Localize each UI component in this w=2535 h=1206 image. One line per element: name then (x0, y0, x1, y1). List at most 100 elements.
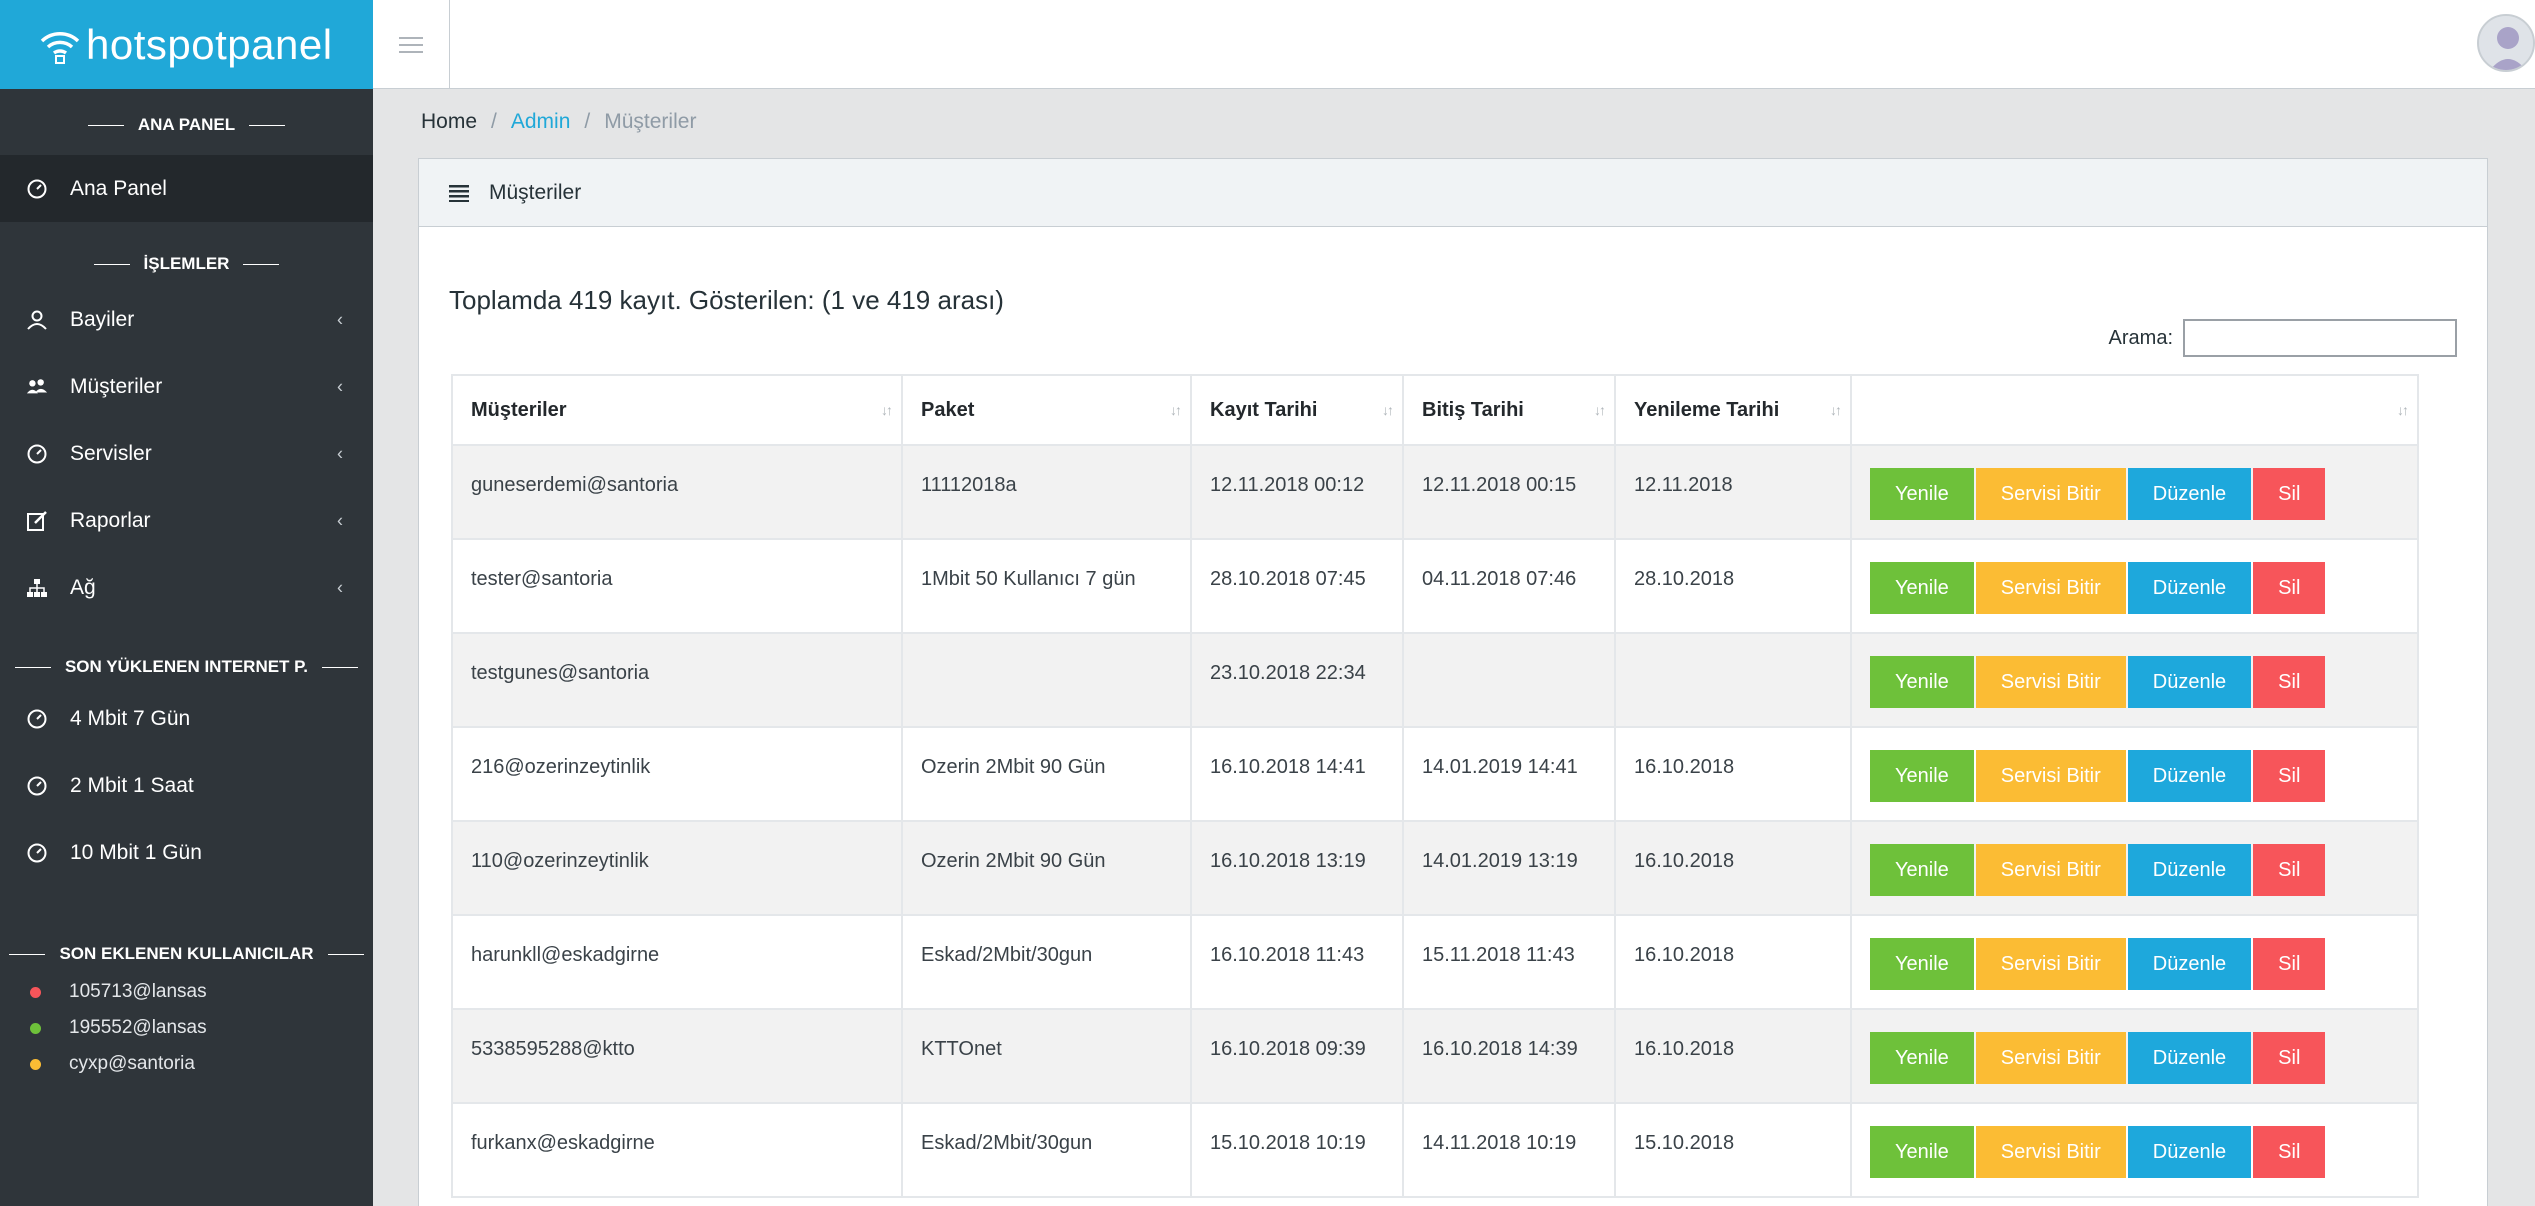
delete-button[interactable]: Sil (2253, 1032, 2326, 1084)
renew-button[interactable]: Yenile (1870, 844, 1974, 896)
customer-cell: harunkll@eskadgirne (451, 914, 903, 1010)
end-service-button[interactable]: Servisi Bitir (1975, 656, 2126, 708)
breadcrumb-home[interactable]: Home (421, 110, 478, 133)
sort-icon: ↓↑ (1382, 402, 1394, 418)
package-cell: Ozerin 2Mbit 90 Gün (901, 726, 1192, 822)
delete-button[interactable]: Sil (2253, 844, 2326, 896)
sidebar-item-label: 4 Mbit 7 Gün (70, 706, 191, 730)
expiry-date-cell: 14.01.2019 13:19 (1402, 820, 1616, 916)
chevron-left-icon: ‹ (337, 510, 343, 530)
column-header-renewed[interactable]: Yenileme Tarihi ↓↑ (1614, 374, 1852, 446)
column-header-registered[interactable]: Kayıt Tarihi ↓↑ (1190, 374, 1404, 446)
renewal-date-cell: 12.11.2018 (1614, 444, 1852, 540)
search-input[interactable] (2183, 319, 2457, 357)
sort-icon: ↓↑ (1830, 402, 1842, 418)
delete-button[interactable]: Sil (2253, 562, 2326, 614)
edit-button[interactable]: Düzenle (2127, 1032, 2252, 1084)
sidebar-item-label: 2 Mbit 1 Saat (70, 773, 194, 797)
sidebar-item-bayiler[interactable]: Bayiler ‹ (0, 286, 373, 353)
renew-button[interactable]: Yenile (1870, 1126, 1974, 1178)
customer-cell: furkanx@eskadgirne (451, 1102, 903, 1198)
speedometer-icon (26, 842, 48, 864)
user-avatar-icon (2479, 16, 2533, 70)
column-header-customers[interactable]: Müşteriler ↓↑ (451, 374, 903, 446)
user-avatar[interactable] (2477, 14, 2535, 72)
expiry-date-cell (1402, 632, 1616, 728)
sidebar-item-label: Ana Panel (70, 176, 167, 200)
actions-cell: Yenile Servisi Bitir Düzenle Sil (1850, 914, 2419, 1010)
delete-button[interactable]: Sil (2253, 938, 2326, 990)
end-service-button[interactable]: Servisi Bitir (1975, 844, 2126, 896)
table-row: harunkll@eskadgirne Eskad/2Mbit/30gun 16.1… (451, 914, 2419, 1010)
table-row: tester@santoria 1Mbit 50 Kullanıcı 7 gün 2… (451, 538, 2419, 634)
renew-button[interactable]: Yenile (1870, 750, 1974, 802)
sidebar-item-raporlar[interactable]: Raporlar ‹ (0, 487, 373, 554)
sidebar-item-dashboard[interactable]: Ana Panel (0, 155, 373, 222)
customer-cell: 110@ozerinzeytinlik (451, 820, 903, 916)
section-title-operations: İŞLEMLER (0, 254, 373, 274)
table-row: furkanx@eskadgirne Eskad/2Mbit/30gun 15.10… (451, 1102, 2419, 1198)
sidebar-item-ag[interactable]: Ağ ‹ (0, 554, 373, 621)
customer-cell: guneserdemi@santoria (451, 444, 903, 540)
end-service-button[interactable]: Servisi Bitir (1975, 938, 2126, 990)
registered-date-cell: 28.10.2018 07:45 (1190, 538, 1404, 634)
sort-icon: ↓↑ (1594, 402, 1606, 418)
delete-button[interactable]: Sil (2253, 468, 2326, 520)
sidebar-item-label: Ağ (70, 575, 96, 599)
package-cell: 1Mbit 50 Kullanıcı 7 gün (901, 538, 1192, 634)
package-cell: 11112018a (901, 444, 1192, 540)
sidebar-item-label: 10 Mbit 1 Gün (70, 840, 202, 864)
status-dot (30, 986, 41, 998)
breadcrumb-admin[interactable]: Admin (510, 110, 571, 133)
end-service-button[interactable]: Servisi Bitir (1975, 1126, 2126, 1178)
sidebar-item-label: Servisler (70, 441, 152, 465)
delete-button[interactable]: Sil (2253, 1126, 2326, 1178)
column-header-actions[interactable]: ↓↑ (1850, 374, 2419, 446)
recent-user-item[interactable]: cyxp@santoria (0, 1046, 373, 1082)
sidebar-item-label: Bayiler (70, 307, 135, 331)
edit-button[interactable]: Düzenle (2127, 938, 2252, 990)
top-header (373, 0, 2535, 89)
sidebar-item-package[interactable]: 10 Mbit 1 Gün (0, 819, 373, 886)
edit-button[interactable]: Düzenle (2127, 750, 2252, 802)
end-service-button[interactable]: Servisi Bitir (1975, 1032, 2126, 1084)
renew-button[interactable]: Yenile (1870, 468, 1974, 520)
column-header-package[interactable]: Paket ↓↑ (901, 374, 1192, 446)
chevron-left-icon: ‹ (337, 443, 343, 463)
search-box: Arama: (2109, 319, 2457, 357)
registered-date-cell: 16.10.2018 13:19 (1190, 820, 1404, 916)
sort-icon: ↓↑ (2397, 402, 2409, 418)
edit-button[interactable]: Düzenle (2127, 656, 2252, 708)
end-service-button[interactable]: Servisi Bitir (1975, 562, 2126, 614)
edit-button[interactable]: Düzenle (2127, 468, 2252, 520)
search-label: Arama: (2108, 326, 2173, 349)
records-summary: Toplamda 419 kayıt. Gösterilen: (1 ve 41… (449, 285, 1004, 315)
section-title-recent-users: SON EKLENEN KULLANICILAR (0, 944, 373, 964)
breadcrumb-current: Müşteriler (604, 110, 697, 133)
delete-button[interactable]: Sil (2253, 750, 2326, 802)
sidebar-item-servisler[interactable]: Servisler ‹ (0, 420, 373, 487)
edit-button[interactable]: Düzenle (2127, 844, 2252, 896)
column-header-expires[interactable]: Bitiş Tarihi ↓↑ (1402, 374, 1616, 446)
end-service-button[interactable]: Servisi Bitir (1975, 468, 2126, 520)
renewal-date-cell: 16.10.2018 (1614, 914, 1852, 1010)
sidebar-item-package[interactable]: 2 Mbit 1 Saat (0, 752, 373, 819)
edit-button[interactable]: Düzenle (2127, 1126, 2252, 1178)
sidebar-item-musteriler[interactable]: Müşteriler ‹ (0, 353, 373, 420)
package-cell: Eskad/2Mbit/30gun (901, 914, 1192, 1010)
expiry-date-cell: 04.11.2018 07:46 (1402, 538, 1616, 634)
renew-button[interactable]: Yenile (1870, 656, 1974, 708)
renew-button[interactable]: Yenile (1870, 562, 1974, 614)
sidebar-toggle-button[interactable] (373, 0, 450, 89)
recent-user-item[interactable]: 195552@lansas (0, 1010, 373, 1046)
expiry-date-cell: 12.11.2018 00:15 (1402, 444, 1616, 540)
renew-button[interactable]: Yenile (1870, 1032, 1974, 1084)
edit-button[interactable]: Düzenle (2127, 562, 2252, 614)
renew-button[interactable]: Yenile (1870, 938, 1974, 990)
customer-cell: 5338595288@ktto (451, 1008, 903, 1104)
brand-logo[interactable]: hotspotpanel (0, 0, 373, 89)
end-service-button[interactable]: Servisi Bitir (1975, 750, 2126, 802)
recent-user-item[interactable]: 105713@lansas (0, 974, 373, 1010)
delete-button[interactable]: Sil (2253, 656, 2326, 708)
sidebar-item-package[interactable]: 4 Mbit 7 Gün (0, 685, 373, 752)
